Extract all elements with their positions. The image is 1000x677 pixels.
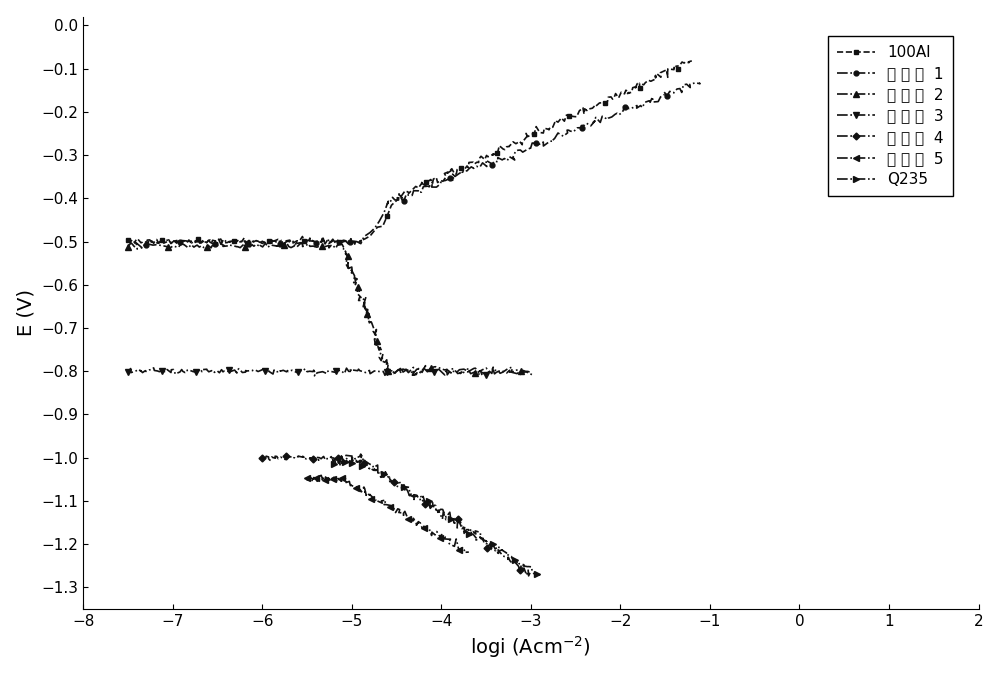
实 施 例  2	[205, 244, 217, 252]
100Al	[349, 240, 361, 248]
实 施 例  5	[301, 474, 313, 482]
实 施 例  4	[524, 569, 536, 577]
实 施 例  3	[125, 368, 137, 376]
Q235	[423, 497, 435, 505]
Line: 实 施 例  5: 实 施 例 5	[304, 473, 472, 555]
实 施 例  2	[142, 240, 154, 248]
实 施 例  1	[468, 165, 480, 173]
实 施 例  1	[462, 165, 474, 173]
实 施 例  4	[523, 572, 535, 580]
实 施 例  2	[476, 371, 488, 379]
实 施 例  1	[456, 169, 468, 177]
Q235	[467, 527, 479, 536]
实 施 例  2	[157, 242, 169, 250]
100Al	[634, 83, 646, 91]
实 施 例  2	[526, 370, 538, 378]
Q235	[346, 454, 358, 462]
100Al	[499, 146, 511, 154]
实 施 例  3	[251, 367, 263, 375]
Y-axis label: E (V): E (V)	[17, 289, 36, 336]
实 施 例  2	[289, 238, 301, 246]
100Al	[306, 236, 318, 244]
实 施 例  5	[311, 474, 323, 482]
实 施 例  1	[693, 79, 705, 87]
100Al	[175, 239, 187, 247]
Q235	[534, 571, 546, 580]
实 施 例  1	[689, 79, 701, 87]
实 施 例  1	[140, 241, 152, 249]
X-axis label: logi (Acm$^{-2}$): logi (Acm$^{-2}$)	[470, 634, 591, 660]
实 施 例  5	[459, 548, 471, 556]
实 施 例  2	[368, 335, 380, 343]
Q235	[354, 456, 366, 464]
100Al	[310, 238, 322, 246]
Q235	[430, 507, 442, 515]
Line: 实 施 例  4: 实 施 例 4	[260, 452, 532, 578]
Line: 实 施 例  2: 实 施 例 2	[125, 240, 535, 378]
实 施 例  5	[351, 483, 363, 492]
实 施 例  3	[308, 372, 320, 380]
100Al	[686, 57, 698, 65]
实 施 例  4	[289, 453, 301, 461]
实 施 例  5	[315, 471, 327, 479]
实 施 例  1	[274, 240, 286, 248]
实 施 例  4	[375, 468, 387, 476]
100Al	[555, 114, 567, 122]
实 施 例  4	[388, 478, 400, 486]
实 施 例  5	[308, 477, 320, 485]
实 施 例  3	[524, 368, 536, 376]
实 施 例  5	[463, 548, 475, 556]
实 施 例  1	[272, 236, 284, 244]
实 施 例  3	[122, 368, 134, 376]
实 施 例  4	[355, 450, 367, 458]
Q235	[504, 552, 516, 561]
100Al	[122, 236, 134, 244]
实 施 例  5	[364, 491, 376, 499]
实 施 例  3	[161, 366, 173, 374]
Line: 实 施 例  1: 实 施 例 1	[144, 81, 703, 247]
实 施 例  4	[377, 473, 389, 481]
实 施 例  1	[627, 104, 639, 112]
实 施 例  4	[256, 454, 268, 462]
Line: Q235: Q235	[330, 456, 543, 578]
实 施 例  2	[488, 364, 500, 372]
Q235	[328, 460, 340, 468]
实 施 例  4	[492, 546, 504, 554]
实 施 例  4	[346, 454, 358, 462]
实 施 例  5	[305, 474, 317, 482]
实 施 例  3	[514, 367, 526, 375]
实 施 例  3	[407, 364, 419, 372]
Legend: 100Al, 实 施 例  1, 实 施 例  2, 实 施 例  3, 实 施 例  4, 实 施 例  5, Q235: 100Al, 实 施 例 1, 实 施 例 2, 实 施 例 3, 实 施 例 …	[828, 36, 953, 196]
实 施 例  5	[321, 475, 333, 483]
Line: 100Al: 100Al	[126, 58, 694, 246]
实 施 例  2	[300, 241, 312, 249]
Line: 实 施 例  3: 实 施 例 3	[126, 365, 532, 378]
实 施 例  3	[475, 368, 487, 376]
实 施 例  3	[191, 368, 203, 376]
Q235	[517, 562, 529, 570]
实 施 例  2	[122, 242, 134, 250]
